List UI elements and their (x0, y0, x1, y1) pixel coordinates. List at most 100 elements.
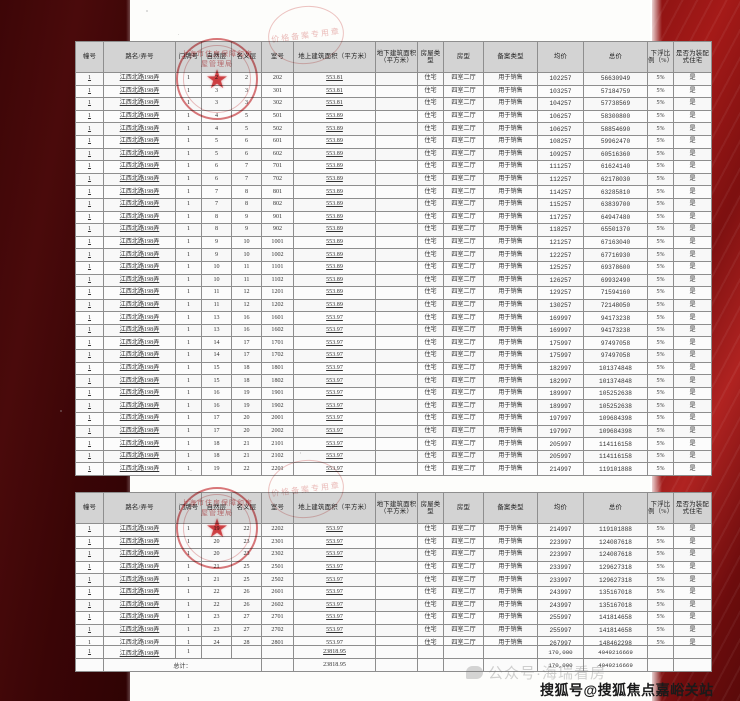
cell-total_price: 135167018 (583, 598, 648, 613)
col-header-avg_price: 均价 (537, 492, 584, 524)
cell-prefab: 是 (673, 374, 712, 388)
cell-down_ratio: 5% (647, 72, 674, 86)
cell-above_area: 553.89 (293, 147, 376, 162)
cell-natural_floor: 9 (201, 235, 232, 250)
col-header-prefab: 是否为装配式住宅 (673, 41, 712, 73)
cell-room: 901 (261, 210, 294, 225)
cell-avg_price: 106257 (537, 109, 584, 124)
cell-total_price: 105252638 (583, 399, 648, 414)
cell-down_ratio: 5% (647, 611, 674, 625)
cell-natural_floor: 2 (201, 72, 232, 86)
cell-prefab: 是 (673, 611, 712, 625)
cell-under_area (375, 172, 418, 187)
cell-under_area (375, 449, 418, 464)
cell-door: 1 (175, 323, 202, 338)
table-row: 1 江西北路198弄 1 3 3 302 553.81 住宅 四室二厅 用于销售 104257 577… (75, 97, 712, 111)
cell-nominal_floor: 27 (231, 611, 262, 625)
cell-above_area: 553.97 (293, 573, 376, 587)
cell-total_price: 105252638 (583, 386, 648, 401)
cell-house_type: 住宅 (417, 437, 444, 451)
cell-door: 1 (175, 72, 202, 86)
cell-filing_type: 用于销售 (483, 535, 538, 550)
cell-avg_price: 255997 (537, 611, 584, 625)
cell-above_area: 553.97 (293, 598, 376, 613)
cell-total_price: 67163040 (583, 235, 648, 250)
summary-cell-total_price: 4049216669 (583, 658, 648, 672)
cell-layout: 四室二厅 (443, 273, 484, 288)
cell-down_ratio: 5% (647, 210, 674, 225)
cell-building: 1 (75, 84, 104, 99)
col-header-room: 室号 (261, 492, 294, 524)
cell-building: 1 (75, 462, 104, 476)
cell-above_area: 553.89 (293, 298, 376, 313)
cell-layout: 四室二厅 (443, 560, 484, 575)
cell-under_area (375, 523, 418, 537)
cell-filing_type: 用于销售 (483, 172, 538, 187)
cell-down_ratio: 5% (647, 560, 674, 575)
cell-total_price: 109684398 (583, 412, 648, 426)
cell-under_area (375, 623, 418, 638)
cell-nominal_floor: 10 (231, 248, 262, 262)
cell-layout: 四室二厅 (443, 286, 484, 300)
table-row: 1 江西北路198弄 1 5 6 601 553.89 住宅 四室二厅 用于销售 108257 599… (75, 134, 712, 149)
col-header-filing_type: 备案类型 (483, 492, 538, 524)
cell-under_area (375, 235, 418, 250)
cell-total_price: 61624140 (583, 160, 648, 174)
table-bottom-header: 幢号 路名/弄号 门牌号 自然层 名义层 室号 地上建筑面积（平方米） 地下建筑面积（平方米）… (75, 492, 712, 524)
cell-natural_floor: 17 (201, 412, 232, 426)
cell-total_price: 69932490 (583, 273, 648, 288)
cell-room: 2202 (261, 523, 294, 537)
cell-filing_type: 用于销售 (483, 185, 538, 199)
cell-nominal_floor: 19 (231, 386, 262, 401)
cell-total_price: 63839700 (583, 197, 648, 212)
summary-cell-road: 江西北路198弄 (103, 645, 176, 659)
cell-filing_type: 用于销售 (483, 573, 538, 587)
cell-natural_floor: 15 (201, 361, 232, 376)
cell-building: 1 (75, 585, 104, 600)
cell-natural_floor: 13 (201, 311, 232, 325)
cell-room: 1702 (261, 349, 294, 363)
cell-natural_floor: 19 (201, 523, 232, 537)
summary-cell-natural_floor (201, 645, 232, 659)
cell-under_area (375, 311, 418, 325)
cell-building: 1 (75, 349, 104, 363)
cell-down_ratio: 5% (647, 323, 674, 338)
cell-above_area: 553.97 (293, 399, 376, 414)
header-row: 幢号 路名/弄号 门牌号 自然层 名义层 室号 地上建筑面积（平方米） 地下建筑面积（平方米）… (75, 41, 712, 73)
cell-nominal_floor: 11 (231, 260, 262, 275)
cell-layout: 四室二厅 (443, 298, 484, 313)
cell-building: 1 (75, 260, 104, 275)
cell-prefab: 是 (673, 122, 712, 136)
cell-prefab: 是 (673, 172, 712, 187)
cell-building: 1 (75, 399, 104, 414)
cell-down_ratio: 5% (647, 449, 674, 464)
cell-filing_type: 用于销售 (483, 374, 538, 388)
table-row: 1 江西北路198弄 1 21 25 2502 553.97 住宅 四室二厅 用于销售 233997… (75, 573, 712, 587)
cell-above_area: 553.97 (293, 611, 376, 625)
scan-speck (190, 470, 192, 471)
summary-cell-prefab (673, 658, 712, 672)
cell-room: 1201 (261, 286, 294, 300)
cell-layout: 四室二厅 (443, 349, 484, 363)
cell-house_type: 住宅 (417, 573, 444, 587)
cell-door: 1 (175, 386, 202, 401)
cell-road: 江西北路198弄 (103, 462, 176, 476)
cell-room: 2702 (261, 623, 294, 638)
cell-door: 1 (175, 585, 202, 600)
cell-above_area: 553.89 (293, 210, 376, 225)
cell-building: 1 (75, 298, 104, 313)
cell-filing_type: 用于销售 (483, 437, 538, 451)
cell-total_price: 114116158 (583, 437, 648, 451)
cell-down_ratio: 5% (647, 349, 674, 363)
cell-under_area (375, 72, 418, 86)
cell-filing_type: 用于销售 (483, 611, 538, 625)
cell-building: 1 (75, 598, 104, 613)
cell-down_ratio: 5% (647, 585, 674, 600)
summary-cell-under_area (375, 645, 418, 659)
cell-prefab: 是 (673, 437, 712, 451)
cell-natural_floor: 10 (201, 260, 232, 275)
cell-nominal_floor: 7 (231, 172, 262, 187)
cell-door: 1 (175, 449, 202, 464)
cell-door: 1 (175, 424, 202, 439)
cell-down_ratio: 5% (647, 172, 674, 187)
